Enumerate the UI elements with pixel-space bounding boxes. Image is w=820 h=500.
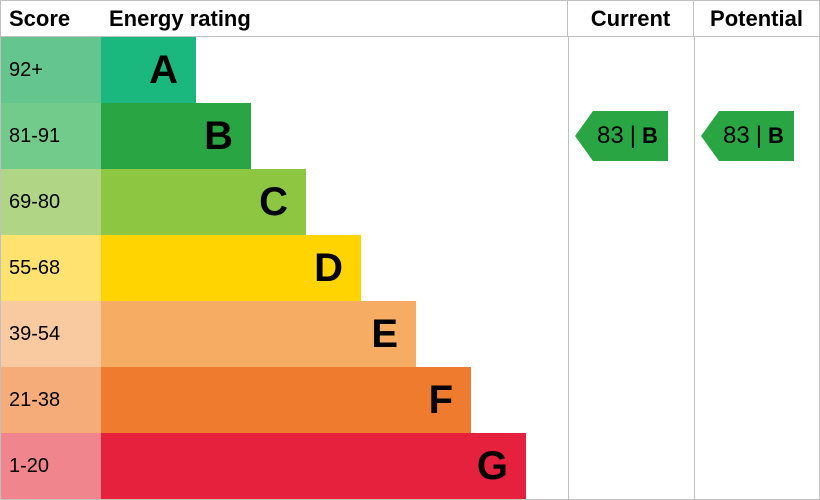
tag-arrow-icon	[575, 111, 593, 161]
rating-row-b: 81-91B	[1, 103, 819, 169]
score-range: 69-80	[1, 169, 101, 235]
rating-row-f: 21-38F	[1, 367, 819, 433]
current-rating-tag: 83 | B	[575, 111, 668, 161]
potential-rating-tag: 83 | B	[701, 111, 794, 161]
rating-rows: 92+A81-91B69-80C55-68D39-54E21-38F1-20G	[1, 37, 819, 499]
rating-row-c: 69-80C	[1, 169, 819, 235]
tag-separator: |	[630, 122, 636, 150]
tag-separator: |	[756, 122, 762, 150]
potential-score: 83	[723, 122, 750, 150]
header-rating: Energy rating	[101, 6, 567, 32]
epc-chart: Score Energy rating Current Potential 92…	[0, 0, 820, 500]
rating-bar: D	[101, 235, 361, 301]
rating-row-d: 55-68D	[1, 235, 819, 301]
header-current: Current	[567, 1, 693, 36]
potential-letter: B	[768, 123, 784, 149]
rating-row-g: 1-20G	[1, 433, 819, 499]
score-range: 21-38	[1, 367, 101, 433]
rating-bar: G	[101, 433, 526, 499]
rating-row-a: 92+A	[1, 37, 819, 103]
score-range: 81-91	[1, 103, 101, 169]
tag-arrow-icon	[701, 111, 719, 161]
rating-bar: E	[101, 301, 416, 367]
divider-potential	[694, 37, 695, 499]
tag-body: 83 | B	[593, 111, 668, 161]
rating-bar: B	[101, 103, 251, 169]
header-row: Score Energy rating Current Potential	[1, 1, 819, 37]
tag-body: 83 | B	[719, 111, 794, 161]
current-letter: B	[642, 123, 658, 149]
rating-bar: A	[101, 37, 196, 103]
rating-row-e: 39-54E	[1, 301, 819, 367]
score-range: 55-68	[1, 235, 101, 301]
score-range: 1-20	[1, 433, 101, 499]
score-range: 92+	[1, 37, 101, 103]
divider-current	[568, 37, 569, 499]
header-potential: Potential	[693, 1, 819, 36]
score-range: 39-54	[1, 301, 101, 367]
rating-bar: F	[101, 367, 471, 433]
current-score: 83	[597, 122, 624, 150]
rating-bar: C	[101, 169, 306, 235]
header-score: Score	[1, 6, 101, 32]
